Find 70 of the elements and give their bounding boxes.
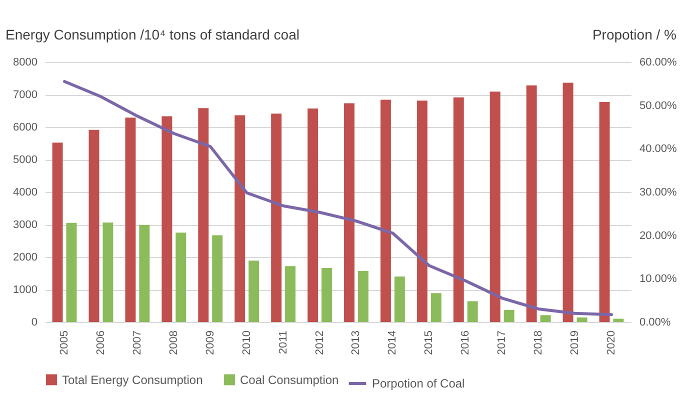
x-tick-label: 2006 [94, 330, 107, 355]
bar [562, 82, 574, 322]
bar [430, 293, 442, 322]
bar [285, 266, 296, 322]
bar [490, 92, 500, 322]
x-tick-label: 2017 [496, 330, 508, 355]
y2-tick-label: 0.00% [640, 316, 671, 328]
bar [88, 130, 100, 322]
x-tick-label: 2015 [423, 330, 436, 355]
x-tick-label: 2010 [240, 330, 253, 355]
x-tick-label: 2013 [350, 330, 362, 355]
bar [248, 260, 260, 322]
x-tick-label: 2018 [532, 330, 545, 355]
bar [234, 115, 246, 322]
bar [504, 310, 514, 322]
bar [576, 317, 588, 322]
line-series [63, 80, 613, 316]
bar [52, 142, 63, 322]
bar [526, 85, 537, 322]
bar [322, 268, 332, 322]
bar [613, 318, 624, 322]
bar [308, 108, 318, 322]
y-tick-label: 7000 [13, 89, 38, 101]
y-tick-label: 3000 [13, 219, 38, 231]
bar [139, 224, 150, 322]
y2-tick-label: 10.00% [640, 273, 678, 286]
x-tick-label: 2014 [386, 330, 399, 355]
y2-axis-title: Propotion / % [592, 26, 676, 42]
y-tick-label: 1000 [13, 284, 38, 296]
y-tick-label: 2000 [13, 252, 38, 264]
y2-tick-label: 20.00% [640, 230, 678, 242]
x-tick-label: 2005 [58, 330, 71, 355]
bar [162, 116, 172, 322]
bar [416, 100, 428, 322]
bar [540, 315, 551, 322]
bar [176, 232, 186, 322]
y-tick-label: 4000 [13, 186, 38, 198]
y-axis-title: Energy Consumption /10⁴ tons of standard coal [6, 26, 300, 42]
y2-tick-label: 30.00% [640, 186, 678, 198]
y-tick-label: 8000 [13, 56, 38, 68]
x-tick-label: 2012 [314, 330, 326, 355]
bar [467, 301, 478, 322]
bar [599, 102, 610, 322]
bar [394, 276, 405, 322]
bar [344, 103, 354, 322]
bar [271, 114, 282, 322]
bar [125, 118, 136, 322]
legend-label: Porpotion of Coal [372, 376, 465, 390]
y-tick-label: 0 [31, 316, 38, 328]
x-tick-label: 2011 [277, 330, 290, 354]
x-tick-label: 2020 [605, 330, 618, 355]
y-tick-label: 6000 [13, 122, 38, 134]
bar [212, 235, 223, 322]
x-tick-label: 2009 [204, 330, 216, 355]
y2-tick-label: 60.00% [640, 56, 678, 68]
legend-label: Total Energy Consumption [62, 372, 203, 387]
y2-tick-label: 50.00% [640, 100, 678, 112]
x-tick-label: 2016 [460, 330, 472, 355]
y-tick-label: 5000 [13, 154, 38, 166]
bar [380, 100, 391, 322]
bar [66, 222, 77, 322]
x-tick-label: 2007 [131, 330, 144, 355]
x-tick-label: 2019 [569, 330, 582, 355]
y2-tick-label: 40.00% [640, 143, 678, 156]
x-tick-label: 2008 [168, 330, 180, 355]
bar [358, 270, 368, 322]
bar [102, 222, 114, 322]
bar [453, 97, 464, 322]
bar [198, 108, 209, 322]
legend-label: Coal Consumption [240, 372, 339, 387]
